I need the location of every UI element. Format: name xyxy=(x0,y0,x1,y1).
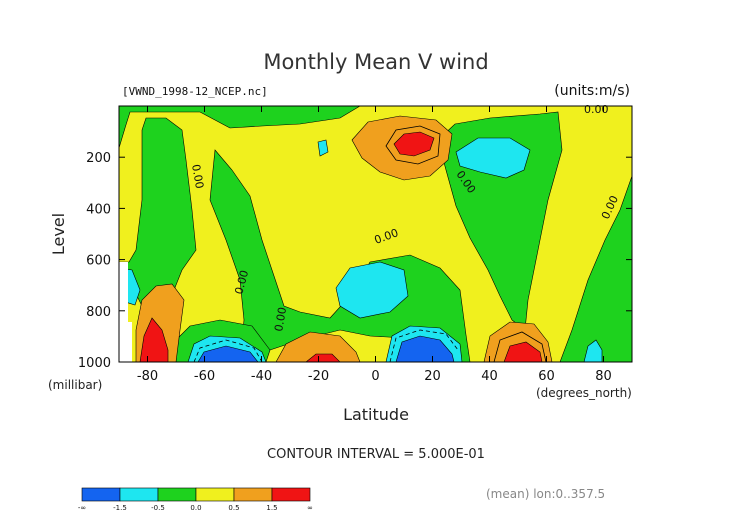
y-tick-label: 600 xyxy=(86,254,111,269)
chart-title: Monthly Mean V wind xyxy=(263,50,488,74)
contour-label: 0.00 xyxy=(584,103,609,116)
red-region-left xyxy=(139,317,169,362)
y-axis-label: Level xyxy=(49,213,68,255)
cyan-region-upper-right xyxy=(455,137,531,179)
y-tick-label: 1000 xyxy=(78,356,111,371)
x-tick-label: 40 xyxy=(481,369,498,384)
colorbar-swatch xyxy=(233,487,273,502)
green-region-far-right xyxy=(559,175,632,362)
y-axis: 200 400 600 800 1000 xyxy=(78,151,632,371)
x-tick-label: -40 xyxy=(251,369,272,384)
x-axis: -80 -60 -40 -20 0 20 40 60 80 xyxy=(137,106,612,384)
blue-region-bottom-center xyxy=(395,335,455,362)
contour-line-upper-center xyxy=(385,125,441,165)
contour-label: 0.00 xyxy=(232,269,251,296)
colorbar-swatch xyxy=(81,487,121,502)
y-tick-label: 400 xyxy=(86,202,111,217)
contour-line-dashed-bottom-left xyxy=(193,339,263,362)
cyan-region-bottom-right xyxy=(583,339,603,362)
contour-line-bottom-right xyxy=(493,331,547,362)
file-label: [VWND_1998-12_NCEP.nc] xyxy=(122,85,268,98)
colorbar-label: 1.5 xyxy=(266,504,277,512)
colorbar-label: ∞ xyxy=(307,504,313,512)
mean-note: (mean) lon:0..357.5 xyxy=(486,487,605,501)
x-tick-label: 60 xyxy=(538,369,555,384)
contour-field xyxy=(119,106,632,362)
y-axis-units: (millibar) xyxy=(48,378,102,392)
y-tick-label: 800 xyxy=(86,305,111,320)
x-tick-label: 0 xyxy=(371,369,379,384)
red-region-bottom-right xyxy=(503,341,543,362)
colorbar-swatch xyxy=(195,487,235,502)
contour-label: 0.00 xyxy=(272,306,289,332)
contour-interval: CONTOUR INTERVAL = 5.000E-01 xyxy=(267,447,485,462)
green-region-upper-center-left xyxy=(119,106,361,149)
cyan-region-lower-center xyxy=(335,261,409,319)
y-tick-label: 200 xyxy=(86,151,111,166)
colorbar: -∞ -1.5 -0.5 0.0 0.5 1.5 ∞ xyxy=(78,487,313,512)
x-tick-label: -60 xyxy=(194,369,215,384)
x-tick-label: -20 xyxy=(308,369,329,384)
masked-area xyxy=(119,262,132,362)
colorbar-label: -∞ xyxy=(78,504,86,512)
colorbar-swatch xyxy=(157,487,197,502)
orange-region-bottom-center-left xyxy=(275,331,361,362)
colorbar-label: 0.5 xyxy=(228,504,239,512)
units-label: (units:m/s) xyxy=(554,83,630,99)
x-tick-label: 80 xyxy=(595,369,612,384)
red-region-bottom-center xyxy=(305,353,341,362)
x-axis-label: Latitude xyxy=(343,405,409,424)
x-tick-label: 20 xyxy=(424,369,441,384)
colorbar-swatch xyxy=(119,487,159,502)
contour-label: 0.00 xyxy=(189,163,206,189)
blue-region-bottom-left xyxy=(197,345,259,362)
colorbar-label: -0.5 xyxy=(151,504,165,512)
x-axis-units: (degrees_north) xyxy=(536,386,632,400)
contour-line-dashed-bottom-center xyxy=(389,329,459,362)
colorbar-label: -1.5 xyxy=(113,504,127,512)
colorbar-label: 0.0 xyxy=(190,504,201,512)
red-region-upper-center xyxy=(393,131,435,157)
colorbar-swatch xyxy=(271,487,311,502)
cyan-region-small-top xyxy=(317,139,329,157)
x-tick-label: -80 xyxy=(137,369,158,384)
